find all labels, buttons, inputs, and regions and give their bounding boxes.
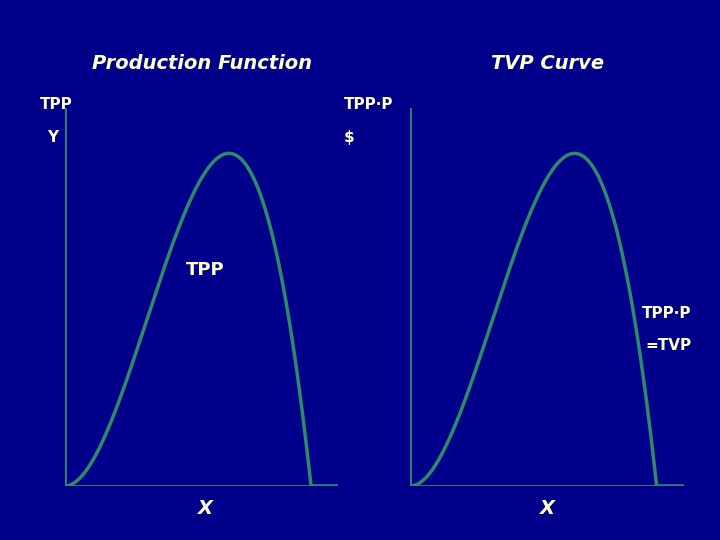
- Text: X: X: [198, 500, 212, 518]
- Text: TPP·P: TPP·P: [344, 97, 394, 112]
- Text: =TVP: =TVP: [645, 338, 691, 353]
- Text: Y: Y: [47, 130, 58, 145]
- Text: $: $: [344, 130, 355, 145]
- Text: TPP: TPP: [40, 97, 72, 112]
- Text: TPP: TPP: [186, 261, 225, 279]
- Text: Production Function: Production Function: [91, 54, 312, 73]
- Text: TVP Curve: TVP Curve: [490, 54, 604, 73]
- Text: TPP·P: TPP·P: [642, 306, 691, 321]
- Text: X: X: [540, 500, 554, 518]
